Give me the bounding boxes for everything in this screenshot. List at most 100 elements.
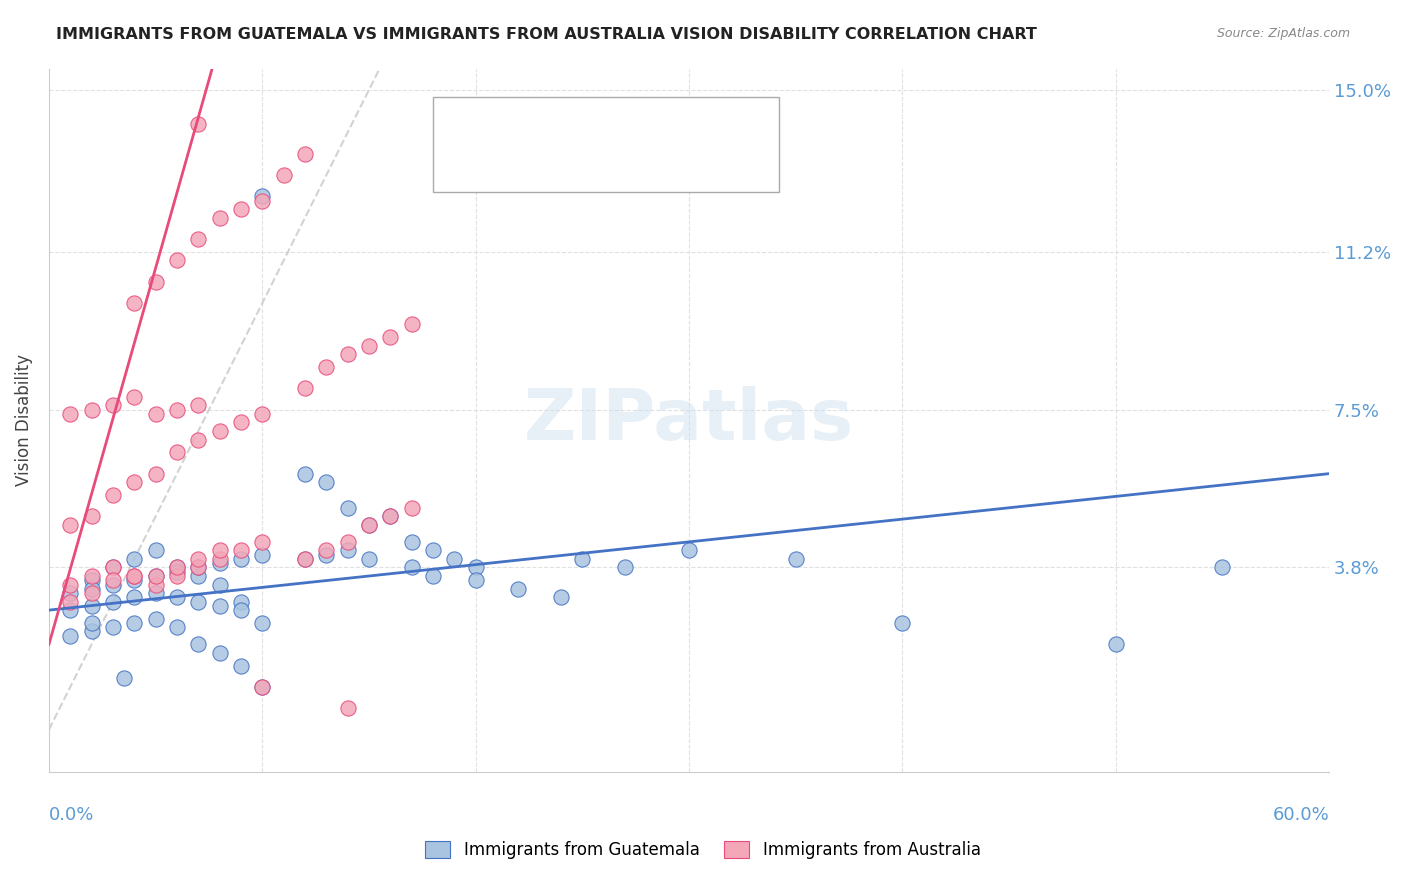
FancyBboxPatch shape bbox=[433, 96, 779, 192]
Point bbox=[187, 552, 209, 566]
Point bbox=[294, 146, 316, 161]
Point bbox=[252, 535, 274, 549]
Text: ZIPatlas: ZIPatlas bbox=[524, 386, 853, 455]
Point bbox=[315, 359, 337, 374]
Point bbox=[401, 318, 423, 332]
Point bbox=[464, 574, 486, 588]
Point bbox=[59, 407, 82, 421]
Point bbox=[464, 560, 486, 574]
Point bbox=[166, 253, 188, 268]
Point bbox=[187, 117, 209, 131]
Point bbox=[315, 475, 337, 490]
Point bbox=[124, 591, 146, 605]
Point bbox=[252, 407, 274, 421]
Point bbox=[294, 552, 316, 566]
Point bbox=[59, 577, 82, 591]
Point bbox=[208, 552, 231, 566]
Point bbox=[252, 548, 274, 562]
Point bbox=[166, 565, 188, 579]
Point bbox=[145, 275, 167, 289]
Point bbox=[273, 168, 295, 182]
Point bbox=[101, 577, 124, 591]
Point bbox=[571, 552, 593, 566]
Point bbox=[80, 599, 103, 613]
Point bbox=[101, 560, 124, 574]
Point bbox=[187, 594, 209, 608]
Text: 0.0%: 0.0% bbox=[49, 806, 94, 824]
Point bbox=[80, 586, 103, 600]
Point bbox=[187, 569, 209, 583]
Point bbox=[401, 500, 423, 515]
Point bbox=[336, 347, 359, 361]
Point bbox=[252, 680, 274, 694]
Point bbox=[187, 560, 209, 574]
Point bbox=[208, 577, 231, 591]
Point bbox=[315, 548, 337, 562]
Point bbox=[80, 574, 103, 588]
Point bbox=[252, 615, 274, 630]
Point bbox=[252, 189, 274, 203]
Text: Source: ZipAtlas.com: Source: ZipAtlas.com bbox=[1216, 27, 1350, 40]
Point bbox=[336, 535, 359, 549]
Point bbox=[336, 500, 359, 515]
Point bbox=[422, 543, 444, 558]
Point bbox=[166, 591, 188, 605]
Point bbox=[401, 560, 423, 574]
Point bbox=[124, 475, 146, 490]
Point bbox=[294, 552, 316, 566]
Point bbox=[145, 407, 167, 421]
Point bbox=[443, 552, 465, 566]
Point bbox=[101, 574, 124, 588]
Text: IMMIGRANTS FROM GUATEMALA VS IMMIGRANTS FROM AUSTRALIA VISION DISABILITY CORRELA: IMMIGRANTS FROM GUATEMALA VS IMMIGRANTS … bbox=[56, 27, 1038, 42]
Point bbox=[145, 612, 167, 626]
Point bbox=[229, 594, 252, 608]
Point bbox=[187, 232, 209, 246]
Point bbox=[208, 424, 231, 438]
Point bbox=[208, 646, 231, 660]
Point bbox=[124, 569, 146, 583]
Point bbox=[101, 488, 124, 502]
Point bbox=[101, 594, 124, 608]
Point bbox=[59, 586, 82, 600]
Point bbox=[124, 390, 146, 404]
Point bbox=[357, 517, 380, 532]
Point bbox=[208, 599, 231, 613]
Point bbox=[357, 552, 380, 566]
Point bbox=[550, 591, 572, 605]
Point bbox=[101, 560, 124, 574]
Point bbox=[80, 615, 103, 630]
Point bbox=[166, 445, 188, 459]
Point bbox=[124, 569, 146, 583]
Point bbox=[401, 535, 423, 549]
Point bbox=[336, 701, 359, 715]
Point bbox=[124, 574, 146, 588]
Point bbox=[422, 569, 444, 583]
Point bbox=[59, 517, 82, 532]
Point bbox=[124, 552, 146, 566]
Point bbox=[166, 560, 188, 574]
Point bbox=[59, 594, 82, 608]
Point bbox=[380, 330, 402, 344]
Point bbox=[80, 569, 103, 583]
Point bbox=[145, 569, 167, 583]
Point bbox=[59, 629, 82, 643]
Point bbox=[252, 194, 274, 208]
Point bbox=[145, 577, 167, 591]
Point bbox=[294, 467, 316, 481]
Point bbox=[229, 416, 252, 430]
Point bbox=[80, 402, 103, 417]
Point bbox=[508, 582, 530, 596]
Point bbox=[145, 543, 167, 558]
Point bbox=[166, 560, 188, 574]
Point bbox=[315, 543, 337, 558]
Point bbox=[187, 560, 209, 574]
Point bbox=[187, 433, 209, 447]
Point bbox=[252, 680, 274, 694]
Point bbox=[187, 637, 209, 651]
Point bbox=[357, 517, 380, 532]
Point bbox=[678, 543, 700, 558]
Point bbox=[891, 615, 914, 630]
Point bbox=[208, 556, 231, 570]
Text: 60.0%: 60.0% bbox=[1272, 806, 1329, 824]
Point bbox=[112, 671, 135, 685]
